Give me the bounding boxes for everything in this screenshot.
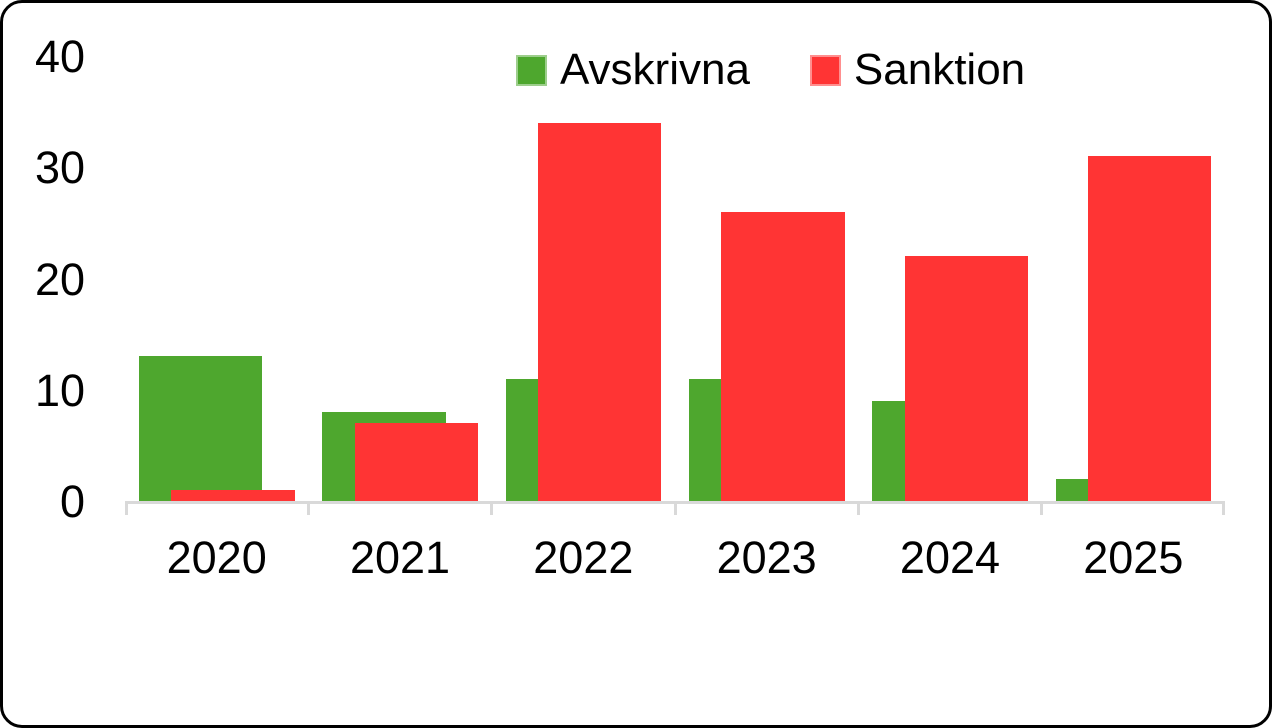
x-axis-tick [1222,501,1225,515]
category-2021 [308,56,491,501]
y-tick-label-30: 30 [34,142,85,194]
x-axis-tick [856,501,860,515]
y-tick-label-40: 40 [34,31,85,82]
legend-item-sanktion: Sanktion [809,45,1026,94]
category-2022 [492,56,675,501]
x-axis-tick [490,501,494,515]
bar-sanktion-2024 [904,256,1029,501]
bar-sanktion-2023 [721,211,845,501]
legend-item-avskrivna: Avskrivna [516,48,750,92]
bar-sanktion-2025 [1087,156,1212,501]
legend-swatch-avskrivna-icon [516,54,547,86]
category-2024 [858,56,1041,501]
x-tick-label-2021: 2021 [349,532,451,583]
bar-sanktion-2020 [171,489,295,501]
legend-label-avskrivna: Avskrivna [560,45,750,94]
category-2025 [1042,56,1225,501]
x-axis-tick [125,501,128,515]
y-tick-label-20: 20 [34,253,85,305]
x-axis-tick [306,501,310,515]
x-tick-label-2020: 2020 [166,532,267,583]
legend-swatch-sanktion-icon [809,54,841,86]
legend-label-sanktion: Sanktion [853,45,1026,94]
bar-sanktion-2021 [354,423,479,501]
x-tick-label-2023: 2023 [716,532,817,583]
plot-area [125,56,1225,515]
category-2020 [125,56,308,501]
bar-sanktion-2022 [537,122,662,501]
y-tick-label-0: 0 [59,476,85,527]
x-axis-labels: 2020 2021 2022 2023 2024 2025 [125,533,1225,583]
x-tick-label-2025: 2025 [1083,532,1184,583]
y-tick-label-10: 10 [34,364,85,416]
category-2023 [675,56,858,501]
x-tick-label-2024: 2024 [899,532,1001,583]
x-axis-tick [673,501,677,515]
bar-avskrivna-2020 [138,356,263,501]
x-axis-tick [1040,501,1044,515]
y-axis-labels: 0 10 20 30 40 [3,34,85,524]
x-tick-label-2022: 2022 [533,532,634,583]
chart-legend: Avskrivna Sanktion [516,45,1025,95]
